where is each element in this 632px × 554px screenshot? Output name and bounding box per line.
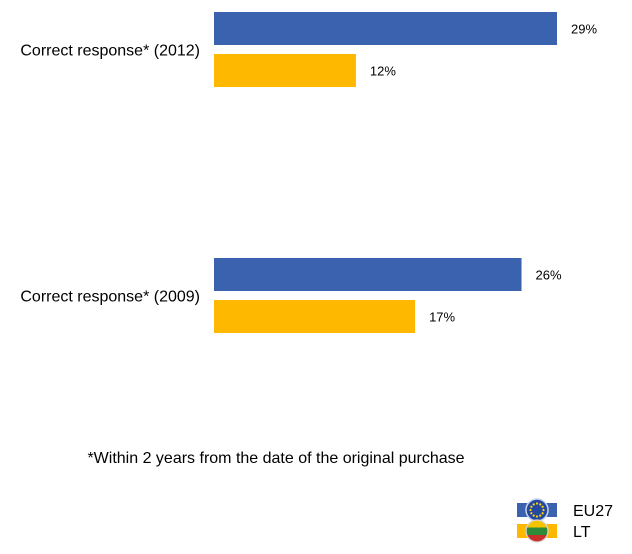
category-label: Correct response* (2012) bbox=[20, 43, 200, 60]
legend-item: LT bbox=[517, 519, 591, 543]
star bbox=[532, 514, 535, 517]
legend-item: EU27 bbox=[517, 498, 613, 522]
category-label: Correct response* (2009) bbox=[20, 289, 200, 306]
stripe-green bbox=[526, 527, 548, 535]
star bbox=[541, 505, 544, 508]
bar-eu27 bbox=[214, 12, 557, 45]
star bbox=[530, 505, 533, 508]
data-label: 17% bbox=[429, 310, 455, 325]
bar-lt bbox=[214, 54, 356, 87]
data-label: 29% bbox=[571, 22, 597, 37]
flag-stripes bbox=[526, 520, 548, 542]
flag-circle bbox=[525, 498, 549, 522]
stripe-red bbox=[526, 535, 548, 542]
star bbox=[541, 512, 544, 515]
lithuania-flag-icon bbox=[525, 519, 549, 543]
star bbox=[530, 512, 533, 515]
bar-eu27 bbox=[214, 258, 522, 291]
star bbox=[542, 508, 545, 512]
star bbox=[539, 514, 542, 517]
data-label: 12% bbox=[370, 64, 396, 79]
star bbox=[535, 502, 539, 505]
legend-label: EU27 bbox=[573, 503, 613, 520]
bar-lt bbox=[214, 300, 416, 333]
legend-label: LT bbox=[573, 524, 591, 541]
footnote: *Within 2 years from the date of the ori… bbox=[87, 450, 465, 467]
star bbox=[535, 515, 539, 518]
eu-flag-icon bbox=[525, 498, 549, 522]
star bbox=[532, 503, 535, 506]
data-label: 26% bbox=[536, 268, 562, 283]
stripe-yellow bbox=[526, 520, 548, 528]
star bbox=[529, 508, 532, 512]
star bbox=[539, 503, 542, 506]
flag-rim bbox=[525, 519, 549, 543]
